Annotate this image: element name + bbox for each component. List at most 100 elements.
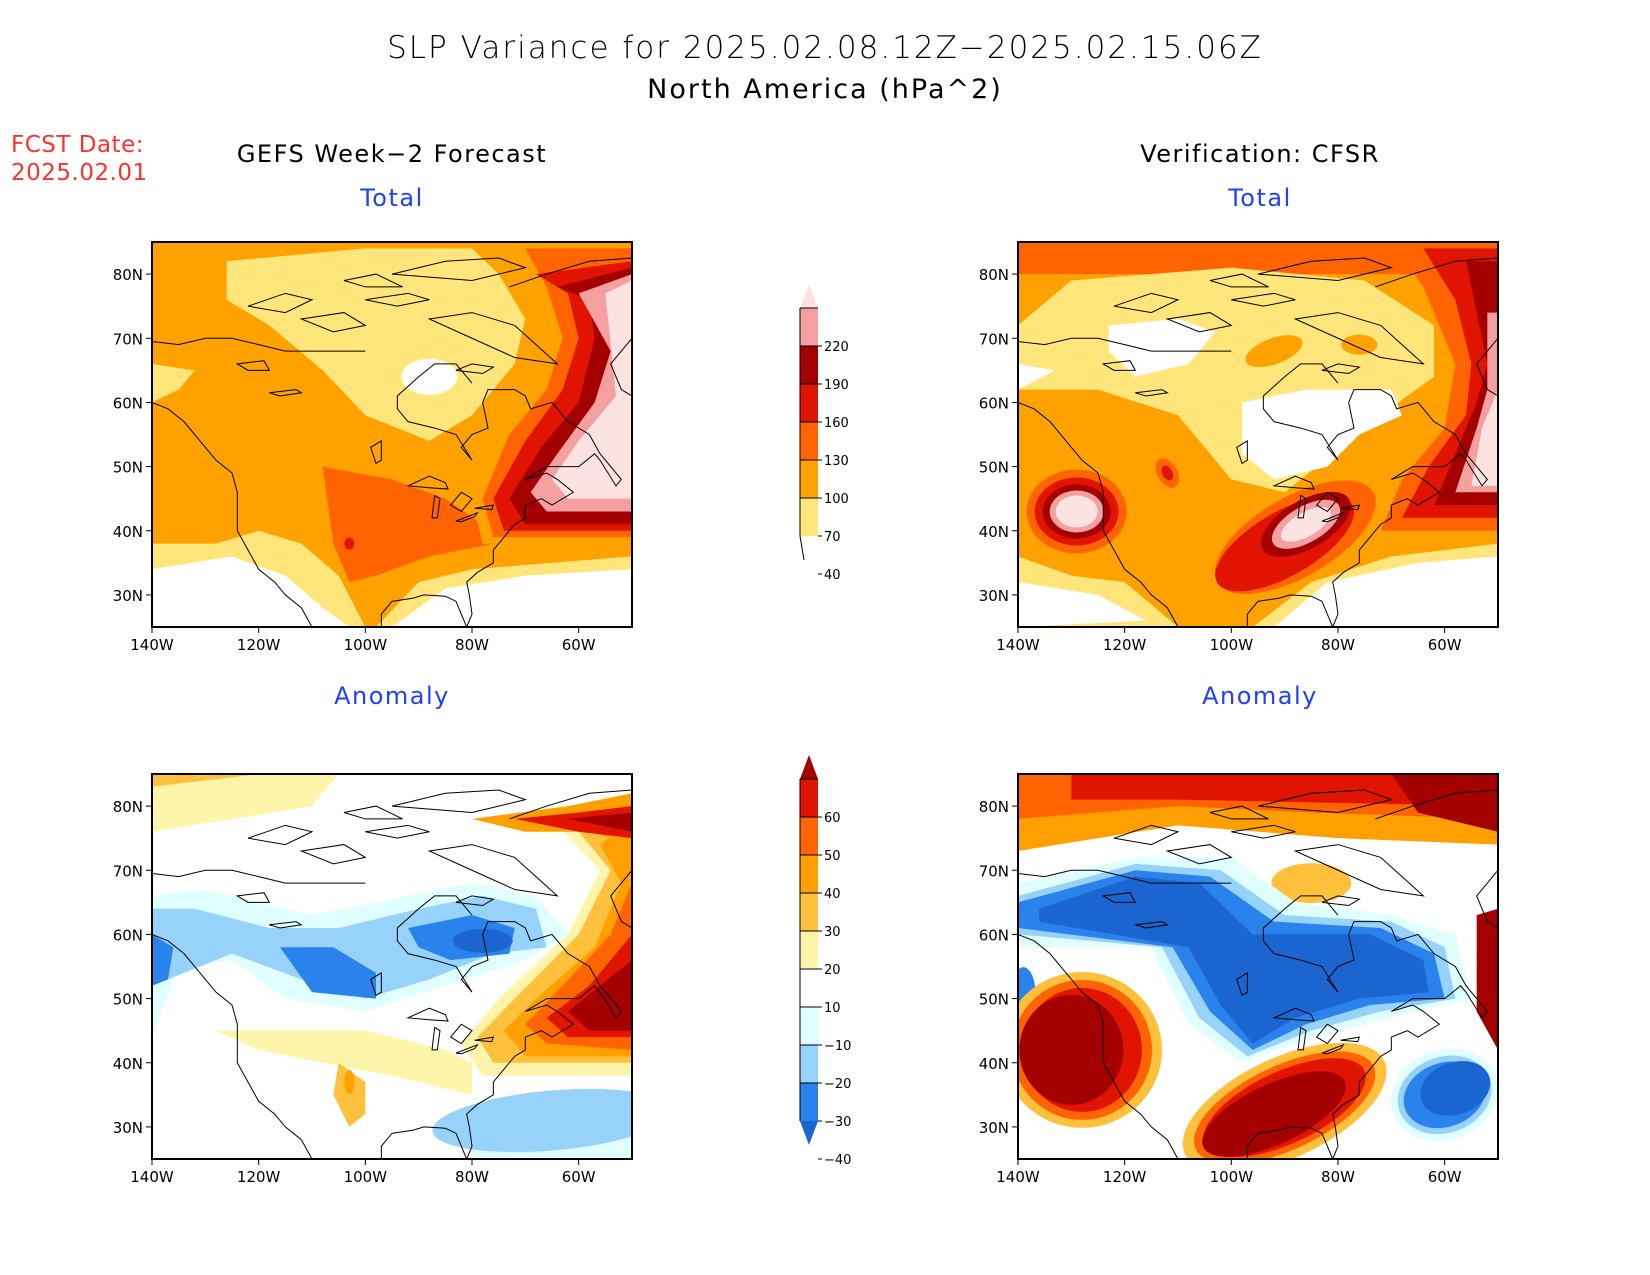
coastline (455, 363, 495, 375)
coastline (1272, 475, 1315, 490)
colorbar-label: 160 (824, 416, 849, 431)
maximum-region (1391, 774, 1498, 832)
colorbar-label: 70 (824, 530, 841, 545)
colorbar-label: 40 (824, 568, 841, 583)
minimum-region (392, 569, 632, 627)
colorbar-segment (800, 893, 818, 931)
minimum-region (1420, 1061, 1491, 1116)
x-tick-label: 100W (1210, 1168, 1254, 1186)
x-tick-label: 140W (130, 1168, 174, 1186)
y-tick-label: 40N (979, 523, 1009, 541)
colorbar-lower-arrow (800, 1121, 818, 1145)
minimum-region (401, 358, 458, 395)
y-tick-label: 60N (979, 394, 1009, 412)
contour-region (1341, 334, 1378, 355)
coastline (299, 312, 367, 333)
minimum-region (1039, 876, 1429, 1044)
coastline (509, 257, 632, 397)
coastline (1135, 389, 1169, 397)
y-tick-label: 70N (979, 330, 1009, 348)
coastline (1375, 789, 1498, 929)
maximum-region (1471, 389, 1498, 486)
coastline (299, 844, 367, 865)
coastline (152, 337, 366, 352)
contour-region (432, 1088, 632, 1153)
colorbar-segment (800, 779, 818, 817)
x-tick-label: 140W (130, 636, 174, 654)
coastline (396, 895, 622, 1159)
contour-region (344, 1070, 355, 1094)
colorbar-label: 220 (824, 340, 849, 355)
colorbar-label: 130 (824, 454, 849, 469)
contour-region (152, 415, 206, 499)
x-tick-label: 120W (237, 1168, 281, 1186)
maximum-region (1055, 495, 1098, 528)
coastline (455, 511, 479, 523)
colorbar-label: −20 (824, 1077, 851, 1092)
coastline (1236, 972, 1248, 997)
coastline (455, 895, 495, 907)
colorbar-segment (800, 1007, 818, 1045)
map-frame (1017, 241, 1499, 628)
y-tick-label: 30N (113, 1119, 143, 1137)
x-tick-label: 80W (455, 636, 489, 654)
colorbar-segment (800, 1045, 818, 1083)
coastline (1262, 363, 1488, 627)
coastline (1018, 869, 1232, 884)
colorbar-segment (800, 855, 818, 893)
coastline (449, 491, 473, 513)
maximum-region (1476, 908, 1498, 1050)
coastline (247, 824, 314, 846)
map-forecast-total: 140W 120W 100W 80W 60W 30N 40N 50N 60N 70N 80N (113, 241, 633, 654)
coastline (406, 1007, 449, 1022)
coastline (406, 475, 449, 490)
coastline (1209, 805, 1269, 820)
coastline (1018, 933, 1179, 1159)
coastline (1321, 895, 1361, 907)
coastline (365, 824, 430, 839)
coastline (365, 292, 430, 307)
contour-layer (152, 774, 632, 1159)
coastline (1257, 257, 1394, 282)
x-tick-label: 140W (996, 636, 1040, 654)
coastline (1165, 312, 1233, 333)
colorbar-upper-arrow (800, 284, 818, 308)
coastline (370, 972, 382, 997)
colorbar-label: 40 (824, 887, 841, 902)
maximum-region (1281, 506, 1331, 542)
map-frame (1017, 773, 1499, 1160)
contour-region (1161, 465, 1174, 481)
colorbar-label: −40 (824, 1153, 851, 1168)
contour-region (322, 466, 494, 583)
coastline (1321, 1043, 1345, 1055)
colorbar-label: 10 (824, 1001, 841, 1016)
colorbar-segment (800, 346, 818, 384)
x-tick-label: 100W (344, 1168, 388, 1186)
y-tick-label: 50N (979, 459, 1009, 477)
maximum-region (1202, 1071, 1346, 1157)
map-forecast-anomaly: 140W 120W 100W 80W 60W 30N 40N 50N 60N 70N 80N (113, 773, 633, 1186)
contour-region (344, 537, 355, 550)
coastline (455, 1043, 479, 1055)
coastline (235, 360, 271, 371)
x-tick-label: 60W (562, 636, 596, 654)
left-column-title: GEFS Week−2 Forecast (236, 140, 548, 168)
x-tick-label: 100W (344, 636, 388, 654)
coastline (431, 1026, 441, 1051)
colorbar-label: −10 (824, 1039, 851, 1054)
coastline (152, 869, 366, 884)
y-tick-label: 60N (113, 394, 143, 412)
colorbar-label: 60 (824, 811, 841, 826)
colorbar-segment (800, 422, 818, 460)
x-tick-label: 60W (1428, 636, 1462, 654)
contour-region (1245, 335, 1303, 368)
y-tick-label: 50N (113, 991, 143, 1009)
colorbar-segment (800, 498, 818, 536)
colorbar-segment (800, 308, 818, 346)
colorbar-label: 190 (824, 378, 849, 393)
main-title: SLP Variance for 2025.02.08.12Z−2025.02.… (387, 30, 1263, 66)
contour-region (280, 947, 376, 999)
x-tick-label: 60W (1428, 1168, 1462, 1186)
map-verification-total: 140W 120W 100W 80W 60W 30N 40N 50N 60N 70N 80N (979, 241, 1499, 654)
y-tick-label: 30N (113, 587, 143, 605)
